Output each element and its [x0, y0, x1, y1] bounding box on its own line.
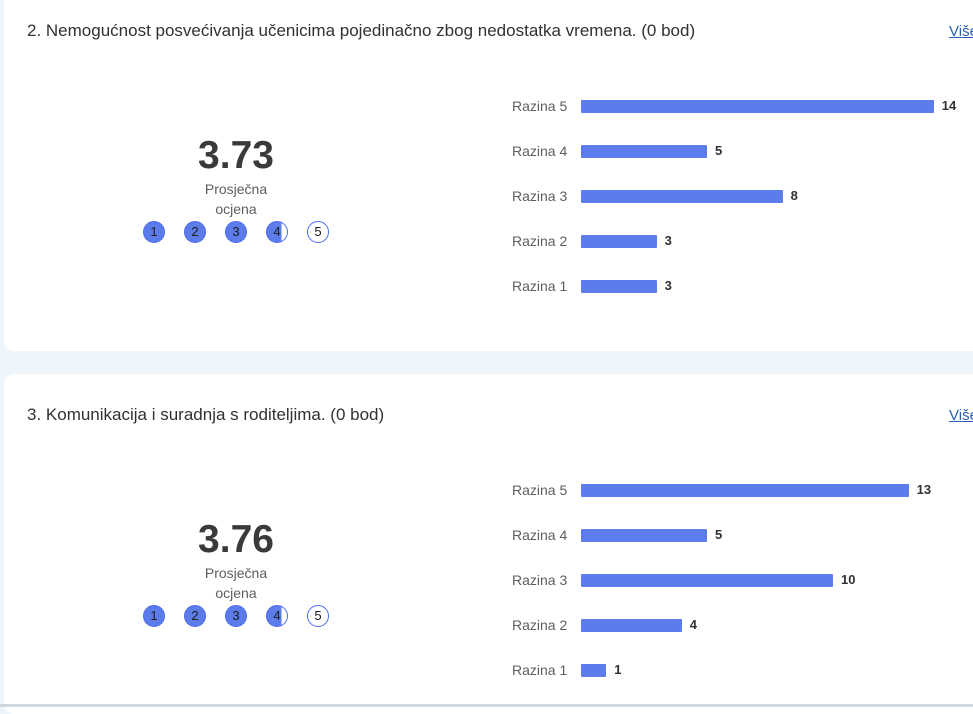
question-title: 3. Komunikacija i suradnja s roditeljima… — [27, 405, 385, 424]
bar-row: Razina 1 3 — [4, 276, 973, 296]
bar-label: Razina 3 — [512, 572, 568, 588]
bar-row: Razina 4 5 — [4, 525, 973, 545]
rating-circle-3: 3 — [225, 605, 247, 627]
bar-label: Razina 1 — [512, 662, 568, 678]
bar — [581, 484, 909, 497]
more-link[interactable]: Više — [949, 407, 973, 424]
rating-circle-2: 2 — [184, 221, 206, 243]
rating-circle-1: 1 — [143, 221, 165, 243]
rating-circle-1: 1 — [143, 605, 165, 627]
rating-circle-2: 2 — [184, 605, 206, 627]
bar-label: Razina 2 — [512, 233, 568, 249]
bar — [581, 280, 657, 293]
bar-value-label: 3 — [664, 278, 672, 293]
average-label: Prosječna ocjena — [204, 565, 268, 601]
average-label: Prosječna ocjena — [204, 181, 268, 217]
average-value: 3.73 — [198, 134, 274, 177]
bar-value-label: 13 — [916, 482, 932, 497]
bar — [581, 100, 934, 113]
bar-row: Razina 2 4 — [4, 615, 973, 635]
question-card: 3. Komunikacija i suradnja s roditeljima… — [4, 374, 973, 714]
bar-value-label: 5 — [715, 527, 723, 542]
bar — [581, 664, 607, 677]
bar-row: Razina 5 14 — [4, 96, 973, 116]
bar — [581, 145, 707, 158]
bar-value-label: 8 — [790, 188, 798, 203]
rating-scale: 1 2 3 4 5 — [136, 221, 336, 243]
rating-circle-4: 4 — [266, 221, 288, 243]
bar-row: Razina 3 10 — [4, 570, 973, 590]
bar-label: Razina 3 — [512, 188, 568, 204]
average-value: 3.76 — [198, 518, 274, 561]
bar-row: Razina 3 8 — [4, 186, 973, 206]
bar — [581, 619, 682, 632]
rating-scale: 1 2 3 4 5 — [136, 605, 336, 627]
question-card: 2. Nemogućnost posvećivanja učenicima po… — [4, 0, 973, 351]
bar-row: Razina 1 1 — [4, 660, 973, 680]
rating-circle-5: 5 — [307, 605, 329, 627]
bar-label: Razina 1 — [512, 278, 568, 294]
bottom-divider — [0, 704, 973, 707]
bar — [581, 235, 657, 248]
rating-circle-5: 5 — [307, 221, 329, 243]
bar-row: Razina 4 5 — [4, 141, 973, 161]
bar-value-label: 4 — [689, 617, 698, 632]
bar-label: Razina 5 — [512, 98, 568, 114]
average-rating-block: 3.76 Prosječna ocjena 1 2 3 4 5 — [136, 517, 336, 627]
bar-label: Razina 4 — [512, 143, 568, 159]
bar-label: Razina 2 — [512, 617, 568, 633]
bar-value-label: 3 — [664, 233, 672, 248]
bar — [581, 574, 833, 587]
bar — [581, 529, 707, 542]
question-title: 2. Nemogućnost posvećivanja učenicima po… — [27, 21, 696, 40]
more-link[interactable]: Više — [949, 23, 973, 40]
bar-value-label: 5 — [715, 143, 723, 158]
bar-value-label: 1 — [614, 662, 622, 677]
rating-circle-4: 4 — [266, 605, 288, 627]
rating-circle-3: 3 — [225, 221, 247, 243]
bar-value-label: 14 — [941, 98, 957, 113]
bar-label: Razina 5 — [512, 482, 568, 498]
bar-label: Razina 4 — [512, 527, 568, 543]
average-rating-block: 3.73 Prosječna ocjena 1 2 3 4 5 — [136, 133, 336, 243]
bar — [581, 190, 783, 203]
bar-value-label: 10 — [841, 572, 856, 587]
bar-row: Razina 5 13 — [4, 480, 973, 500]
bar-row: Razina 2 3 — [4, 231, 973, 251]
